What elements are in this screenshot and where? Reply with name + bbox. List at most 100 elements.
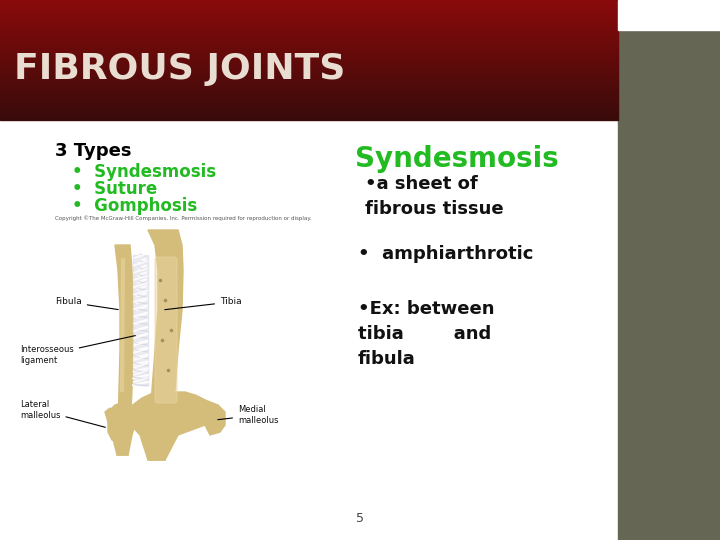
Text: •  Suture: • Suture — [72, 180, 157, 198]
Bar — [0, 96, 618, 97]
Bar — [0, 49, 618, 50]
Bar — [0, 64, 618, 65]
Bar — [0, 38, 618, 39]
Bar — [0, 9, 618, 10]
Bar — [618, 0, 720, 540]
Text: Interosseous
ligament: Interosseous ligament — [20, 335, 135, 364]
Bar — [0, 117, 618, 118]
Bar — [0, 109, 618, 110]
Bar — [0, 70, 618, 71]
Text: •a sheet of
fibrous tissue: •a sheet of fibrous tissue — [365, 175, 503, 218]
Bar — [0, 35, 618, 36]
Bar — [0, 14, 618, 15]
Bar — [0, 71, 618, 72]
Bar — [0, 74, 618, 75]
Bar — [0, 55, 618, 56]
Bar — [0, 63, 618, 64]
Text: Medial
malleolus: Medial malleolus — [217, 406, 279, 424]
Bar — [0, 24, 618, 25]
Bar — [0, 80, 618, 81]
Bar — [0, 90, 618, 91]
Bar — [0, 50, 618, 51]
Bar — [618, 0, 720, 30]
Bar — [0, 17, 618, 18]
Bar — [0, 68, 618, 69]
Bar — [0, 81, 618, 82]
Bar — [0, 83, 618, 84]
Polygon shape — [148, 230, 183, 460]
Bar — [0, 28, 618, 29]
Bar — [0, 39, 618, 40]
Bar — [0, 66, 618, 67]
Bar — [0, 12, 618, 13]
FancyBboxPatch shape — [155, 257, 177, 403]
Polygon shape — [195, 395, 225, 435]
Bar — [0, 27, 618, 28]
Bar — [0, 11, 618, 12]
Bar — [0, 47, 618, 48]
Bar — [0, 51, 618, 52]
Bar — [0, 76, 618, 77]
Bar — [0, 112, 618, 113]
Bar — [0, 91, 618, 92]
Bar — [0, 0, 618, 1]
Polygon shape — [133, 255, 148, 385]
Text: Lateral
malleolus: Lateral malleolus — [20, 400, 105, 427]
Text: FIBROUS JOINTS: FIBROUS JOINTS — [14, 52, 346, 86]
Bar — [0, 10, 618, 11]
Bar — [0, 34, 618, 35]
Text: Syndesmosis: Syndesmosis — [355, 145, 559, 173]
Bar — [0, 101, 618, 102]
Bar — [0, 23, 618, 24]
Bar — [0, 113, 618, 114]
Bar — [0, 46, 618, 47]
Bar — [0, 118, 618, 119]
Bar — [0, 104, 618, 105]
Bar — [0, 73, 618, 74]
Polygon shape — [115, 245, 133, 455]
Bar — [0, 33, 618, 34]
Bar — [0, 57, 618, 58]
Bar — [0, 32, 618, 33]
Bar — [0, 19, 618, 20]
Bar — [0, 56, 618, 57]
Bar — [0, 58, 618, 59]
Bar — [0, 106, 618, 107]
Bar — [0, 1, 618, 2]
Bar — [0, 22, 618, 23]
Bar — [0, 13, 618, 14]
Text: Fibula: Fibula — [55, 298, 118, 309]
Bar — [0, 95, 618, 96]
Bar — [0, 108, 618, 109]
Bar — [0, 79, 618, 80]
Bar — [0, 6, 618, 7]
Bar — [0, 69, 618, 70]
Bar — [0, 61, 618, 62]
Bar — [0, 92, 618, 93]
Bar — [0, 21, 618, 22]
Text: 3 Types: 3 Types — [55, 142, 132, 160]
Bar — [0, 103, 618, 104]
Bar — [0, 15, 618, 16]
Bar — [0, 44, 618, 45]
Bar — [0, 45, 618, 46]
Bar — [0, 78, 618, 79]
Bar — [0, 16, 618, 17]
Bar — [0, 115, 618, 116]
Bar — [0, 25, 618, 26]
Polygon shape — [108, 402, 135, 455]
Bar — [0, 7, 618, 8]
Bar — [0, 102, 618, 103]
Bar — [0, 105, 618, 106]
Text: •  amphiarthrotic: • amphiarthrotic — [358, 245, 534, 263]
Bar — [0, 60, 618, 61]
Bar — [0, 41, 618, 42]
Text: •  Gomphosis: • Gomphosis — [72, 197, 197, 215]
Text: Tibia: Tibia — [165, 298, 242, 309]
Bar — [0, 116, 618, 117]
Bar — [0, 62, 618, 63]
Bar — [0, 111, 618, 112]
Bar — [0, 26, 618, 27]
Text: Copyright ©The McGraw-Hill Companies, Inc. Permission required for reproduction : Copyright ©The McGraw-Hill Companies, In… — [55, 215, 312, 221]
Bar — [0, 77, 618, 78]
